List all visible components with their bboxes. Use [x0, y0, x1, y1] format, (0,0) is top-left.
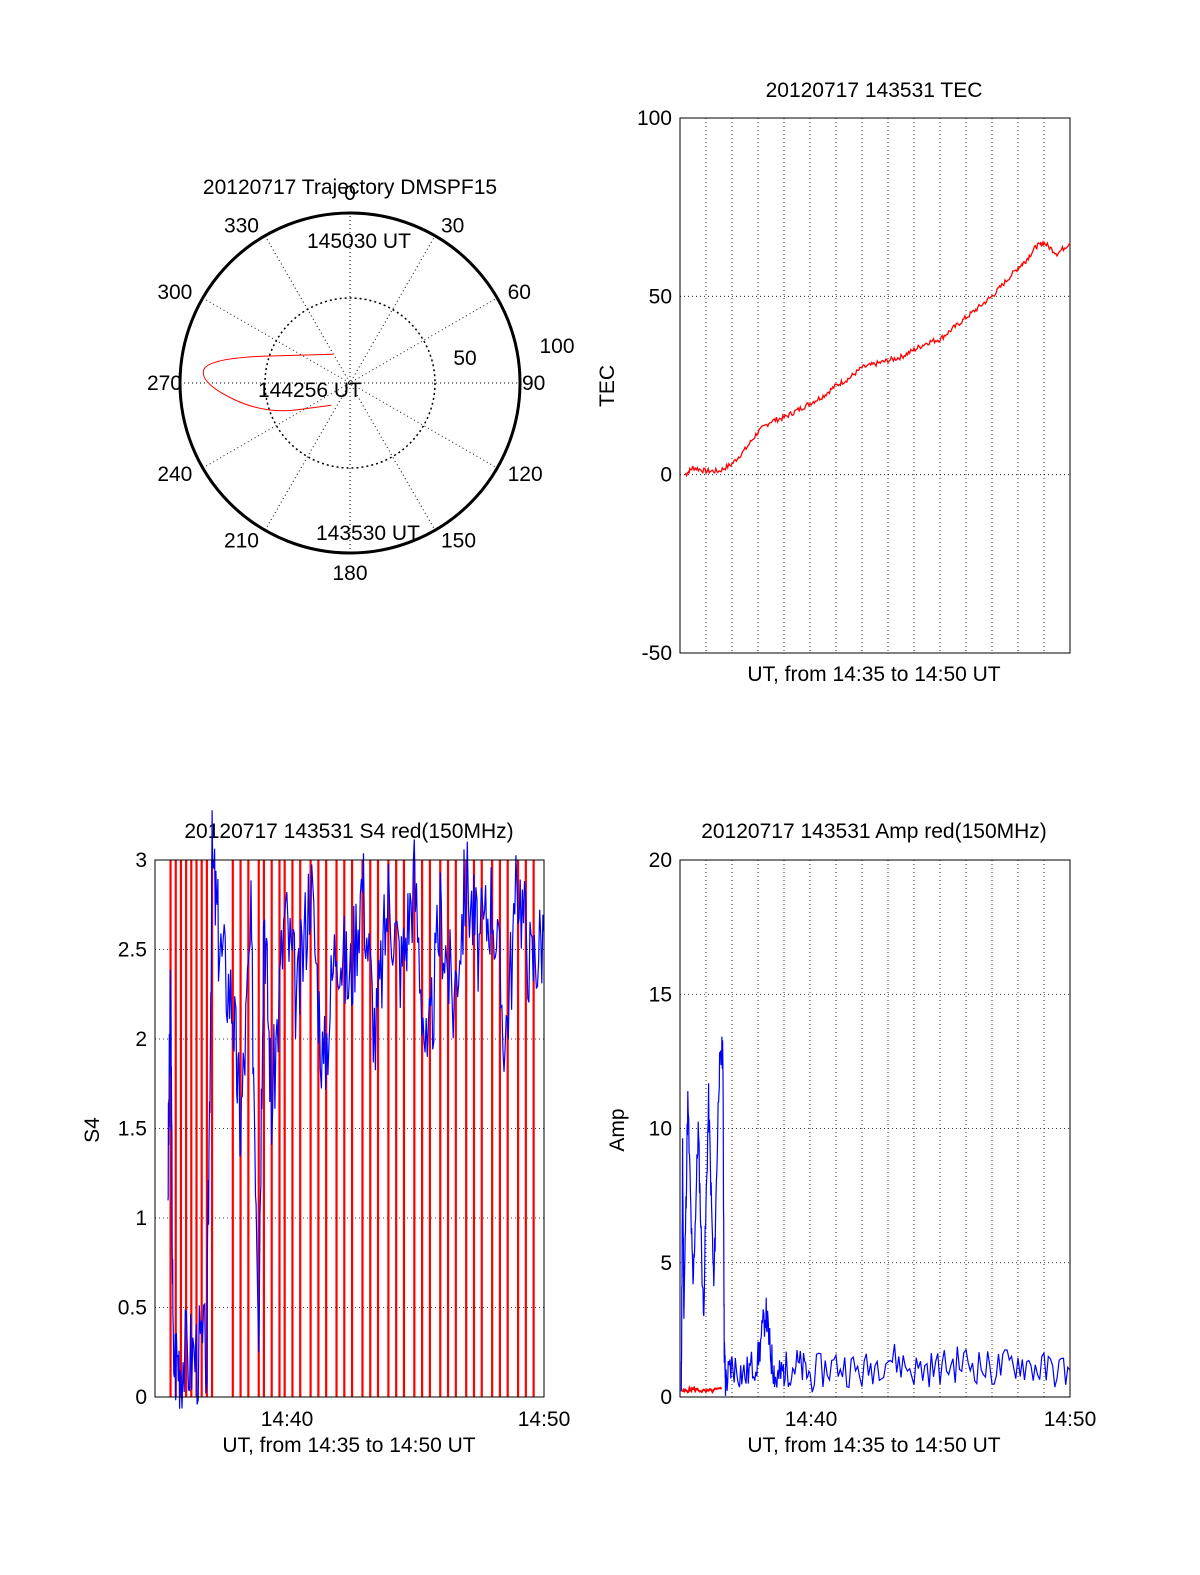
s4-ytick-0: 0	[135, 1386, 147, 1409]
polar-azimuth-label-150: 150	[441, 530, 476, 553]
s4-y-ticks: 3 2.5 2 1.5 1 0.5 0	[118, 849, 147, 1409]
polar-azimuth-label-270: 270	[147, 372, 182, 395]
polar-radial-label-50: 50	[453, 347, 476, 370]
polar-radial-label-100: 100	[539, 335, 574, 358]
tec-gridlines	[680, 118, 1070, 653]
tec-series-line	[684, 240, 1071, 478]
polar-spoke-60	[202, 297, 498, 469]
amp-y-ticks: 20 15 10 5 0	[649, 849, 672, 1409]
s4-ylabel: S4	[81, 1117, 104, 1143]
polar-spokes	[180, 213, 520, 553]
amp-ytick-5: 5	[660, 1252, 672, 1275]
s4-ytick-1: 1	[135, 1207, 147, 1230]
tec-y-ticks: 100 50 0 -50	[637, 107, 672, 665]
track-label-end: 145030 UT	[307, 230, 411, 253]
amp-xtick-1450: 14:50	[1044, 1408, 1097, 1431]
polar-trajectory-chart: 20120717 Trajectory DMSPF15 0 30 60 90 120 15…	[147, 176, 575, 585]
tec-ytick-50: 50	[649, 285, 672, 308]
polar-azimuth-label-300: 300	[157, 281, 192, 304]
amp-gridlines	[680, 860, 1070, 1397]
polar-azimuth-labels: 0 30 60 90 120 150 180 210 240 270 300 330	[147, 182, 545, 585]
track-label-start: 143530 UT	[316, 522, 420, 545]
satellite-track-line	[202, 353, 334, 412]
polar-title: 20120717 Trajectory DMSPF15	[203, 176, 497, 199]
amp-ytick-10: 10	[649, 1118, 672, 1141]
polar-azimuth-label-210: 210	[224, 530, 259, 553]
s4-ytick-1.5: 1.5	[118, 1118, 147, 1141]
s4-xlabel: UT, from 14:35 to 14:50 UT	[222, 1434, 475, 1457]
tec-chart: 20120717 143531 TEC 100 50 0 -50 TEC UT, fr…	[596, 79, 1071, 686]
s4-xtick-1440: 14:40	[261, 1408, 314, 1431]
tec-plot-frame	[679, 117, 1071, 654]
polar-azimuth-label-240: 240	[157, 463, 192, 486]
tec-ytick-100: 100	[637, 107, 672, 130]
polar-azimuth-label-60: 60	[508, 281, 531, 304]
s4-ytick-2.5: 2.5	[118, 939, 147, 962]
tec-ylabel: TEC	[596, 365, 619, 407]
polar-spoke-30	[264, 235, 436, 531]
tec-ytick-0: 0	[660, 464, 672, 487]
s4-blue-series-line	[167, 810, 545, 1409]
amp-ytick-20: 20	[649, 849, 672, 872]
polar-spoke-150	[264, 235, 436, 531]
amp-blue-series-line	[680, 1036, 1071, 1396]
tec-ytick--50: -50	[642, 642, 672, 665]
tec-xlabel: UT, from 14:35 to 14:50 UT	[747, 663, 1000, 686]
polar-spoke-120	[202, 297, 498, 469]
s4-title: 20120717 143531 S4 red(150MHz)	[184, 820, 513, 843]
s4-ytick-2: 2	[135, 1028, 147, 1051]
amp-chart: 20120717 143531 Amp red(150MHz) 20 15 10 5 0…	[606, 820, 1096, 1457]
amp-plot-frame	[679, 859, 1071, 1398]
s4-ytick-0.5: 0.5	[118, 1297, 147, 1320]
amp-ytick-15: 15	[649, 983, 672, 1006]
s4-chart: 20120717 143531 S4 red(150MHz) 3 2.5 2 1.5 1…	[81, 810, 570, 1457]
polar-azimuth-label-120: 120	[508, 463, 543, 486]
amp-xlabel: UT, from 14:35 to 14:50 UT	[747, 1434, 1000, 1457]
polar-azimuth-label-30: 30	[441, 214, 464, 237]
amp-ytick-0: 0	[660, 1386, 672, 1409]
polar-azimuth-label-90: 90	[522, 372, 545, 395]
amp-red-series-line	[681, 1384, 723, 1394]
s4-ytick-3: 3	[135, 849, 147, 872]
amp-ylabel: Amp	[606, 1108, 629, 1151]
s4-xtick-1450: 14:50	[518, 1408, 571, 1431]
amp-xtick-1440: 14:40	[785, 1408, 838, 1431]
polar-azimuth-label-330: 330	[224, 214, 259, 237]
s4-plot-frame	[154, 859, 545, 1398]
polar-azimuth-label-0: 0	[344, 182, 356, 205]
amp-title: 20120717 143531 Amp red(150MHz)	[701, 820, 1047, 843]
track-label-mid: 144256 UT	[258, 379, 362, 402]
tec-title: 20120717 143531 TEC	[766, 79, 983, 102]
s4-gridlines	[155, 860, 544, 1397]
polar-azimuth-label-180: 180	[332, 562, 367, 585]
